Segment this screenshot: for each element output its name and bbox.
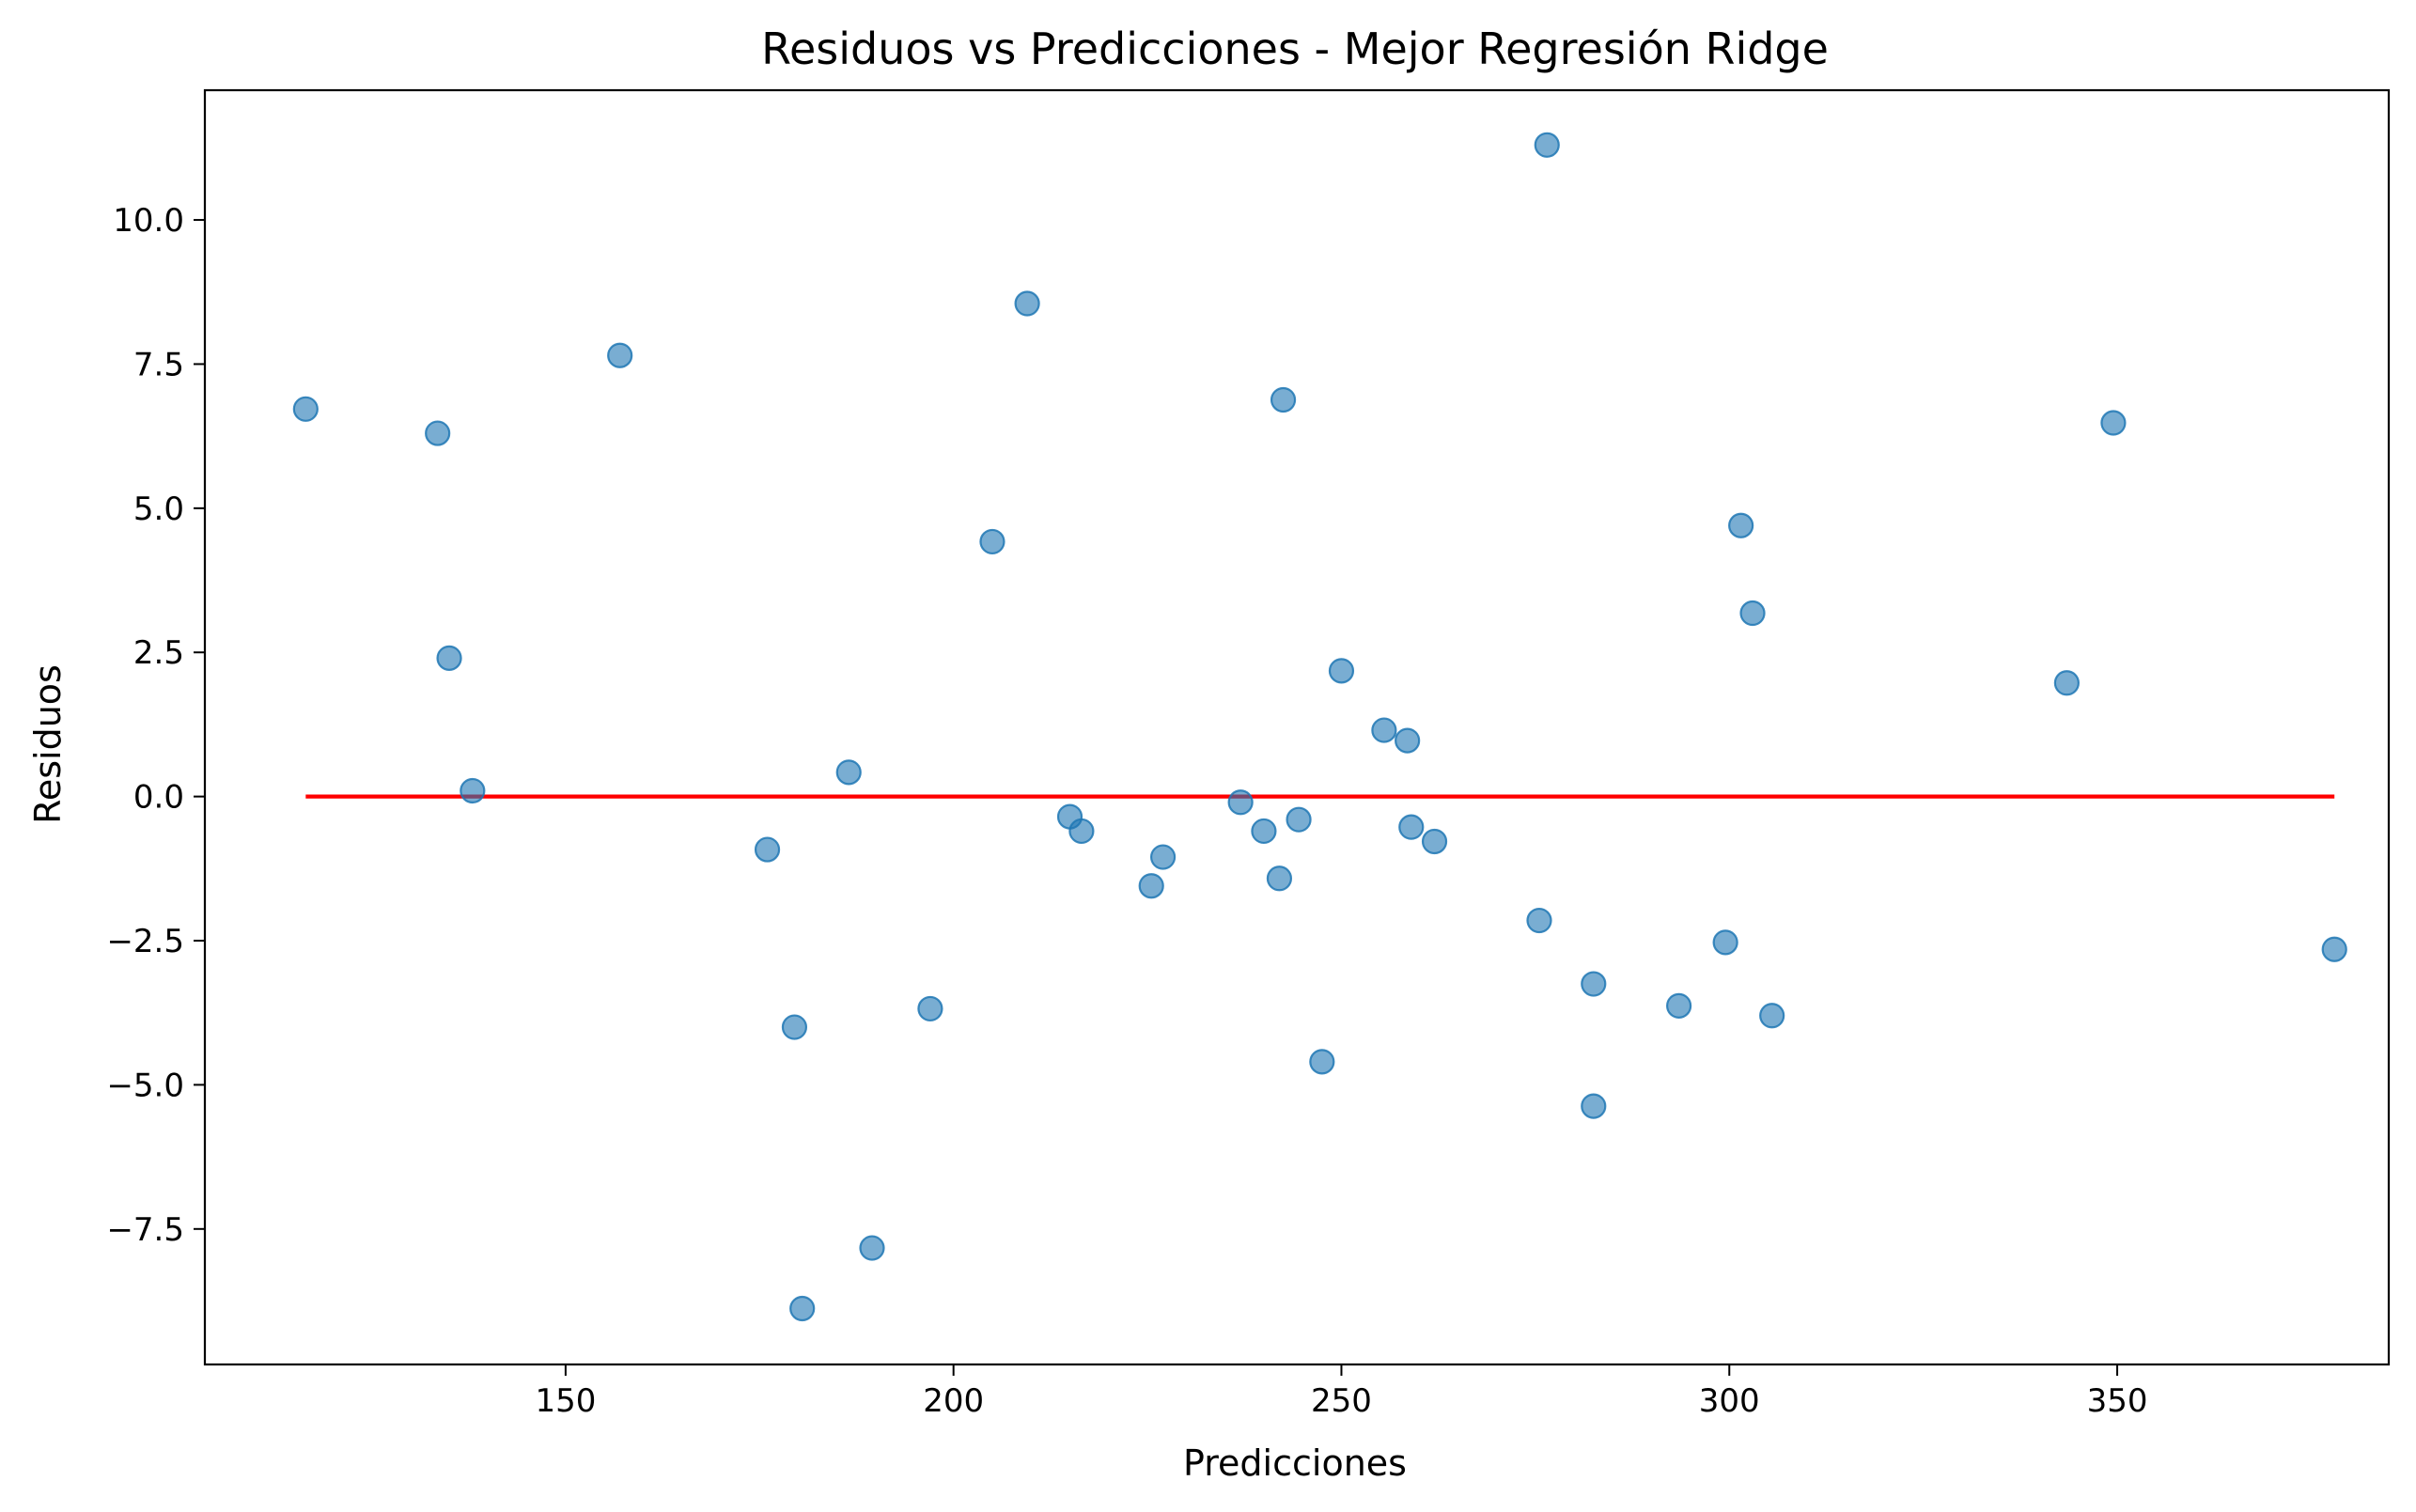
scatter-point [1138,873,1164,899]
scatter-point [781,1014,808,1040]
scatter-points [292,132,2347,1322]
scatter-point [1014,290,1040,317]
scatter-point [1526,907,1552,934]
x-tick-label: 250 [1311,1382,1372,1420]
y-tick-label: 0.0 [133,779,184,817]
scatter-point [1328,658,1355,684]
y-tick-label: −5.0 [106,1067,184,1104]
scatter-point [979,528,1005,555]
scatter-point [1251,818,1277,845]
scatter-point [1286,806,1312,833]
scatter-point [859,1235,885,1261]
scatter-point [1665,992,1692,1019]
y-tick-label: 5.0 [133,491,184,528]
scatter-point [1398,814,1425,840]
scatter-point [425,420,451,446]
scatter-point [917,995,943,1022]
x-tick-label: 200 [923,1382,984,1420]
y-axis-label: Residuos [27,664,69,824]
scatter-point [1534,132,1560,158]
y-tick-label: 7.5 [133,346,184,383]
y-tick-label: 2.5 [133,634,184,672]
scatter-point [1395,727,1421,754]
scatter-point [1728,512,1754,538]
scatter-point [436,645,462,671]
x-tick-label: 150 [535,1382,596,1420]
plot-background [205,90,2389,1364]
plot-border [203,88,2391,1366]
scatter-point [2053,670,2080,696]
scatter-point [1270,386,1297,413]
scatter-point [1759,1003,1785,1029]
scatter-point [754,836,781,863]
scatter-point [2100,410,2127,436]
scatter-point [2321,936,2347,962]
y-tick-label: −2.5 [106,923,184,960]
scatter-point [1581,971,1607,997]
y-tick-label: −7.5 [106,1211,184,1249]
scatter-point [1739,600,1766,627]
scatter-point [1266,865,1293,892]
scatter-point [1309,1049,1335,1075]
scatter-point [835,759,862,786]
scatter-point [1581,1093,1607,1119]
plot-area [203,88,2391,1366]
scatter-point [1421,828,1448,855]
x-tick-label: 300 [1699,1382,1760,1420]
scatter-point [1068,818,1095,845]
scatter-point [607,342,633,368]
scatter-point [1712,929,1738,956]
scatter-point [1227,789,1254,816]
x-tick-label: 350 [2087,1382,2148,1420]
y-axis-ticks: −7.5 −5.0 −2.5 0.0 2.5 5.0 7.5 10.0 [106,202,205,1249]
scatter-point [789,1295,816,1322]
x-axis-label: Predicciones [1183,1442,1407,1484]
x-axis-ticks: 150 200 250 300 350 [535,1364,2148,1420]
scatter-point [292,396,319,422]
chart-title: Residuos vs Predicciones - Mejor Regresi… [761,23,1829,74]
y-tick-label: 10.0 [113,202,184,240]
scatter-point [460,777,486,804]
scatter-point [1149,844,1177,870]
scatter-point [1371,717,1397,743]
